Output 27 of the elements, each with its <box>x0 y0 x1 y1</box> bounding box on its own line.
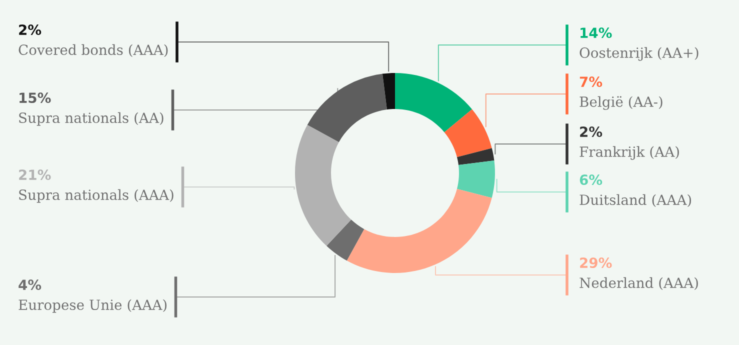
slice-label: België (AA-) <box>580 96 662 110</box>
slice-label: Europese Unie (AAA) <box>18 299 167 313</box>
donut-slice <box>444 109 492 158</box>
data-label: 6% <box>580 174 602 186</box>
data-label: 21% <box>19 170 51 180</box>
slice-label: Oostenrijk (AA+) <box>580 47 698 61</box>
slice-label: Duitsland (AAA) <box>580 194 692 207</box>
slice-label: Supra nationals (AA) <box>19 112 164 126</box>
data-label: 2% <box>19 24 42 36</box>
donut-slice <box>456 148 494 165</box>
donut-slice <box>346 188 492 273</box>
data-label: 15% <box>20 92 51 104</box>
donut-slice <box>382 73 395 110</box>
donut-slice <box>307 74 387 142</box>
data-label: 7% <box>580 76 602 88</box>
data-label: 14% <box>580 28 612 38</box>
data-label: 29% <box>580 258 612 268</box>
slice-label: Covered bonds (AAA) <box>18 44 168 57</box>
donut-slice <box>326 220 364 261</box>
slice-label: Supra nationals (AAA) <box>19 189 174 203</box>
donut-slice <box>456 160 495 198</box>
donut-slice <box>395 73 472 132</box>
data-label: 4% <box>18 280 42 290</box>
data-label: 2% <box>580 126 602 138</box>
donut-slice <box>295 124 352 246</box>
slice-label: Frankrijk (AA) <box>580 146 679 160</box>
slice-label: Nederland (AAA) <box>580 277 698 290</box>
